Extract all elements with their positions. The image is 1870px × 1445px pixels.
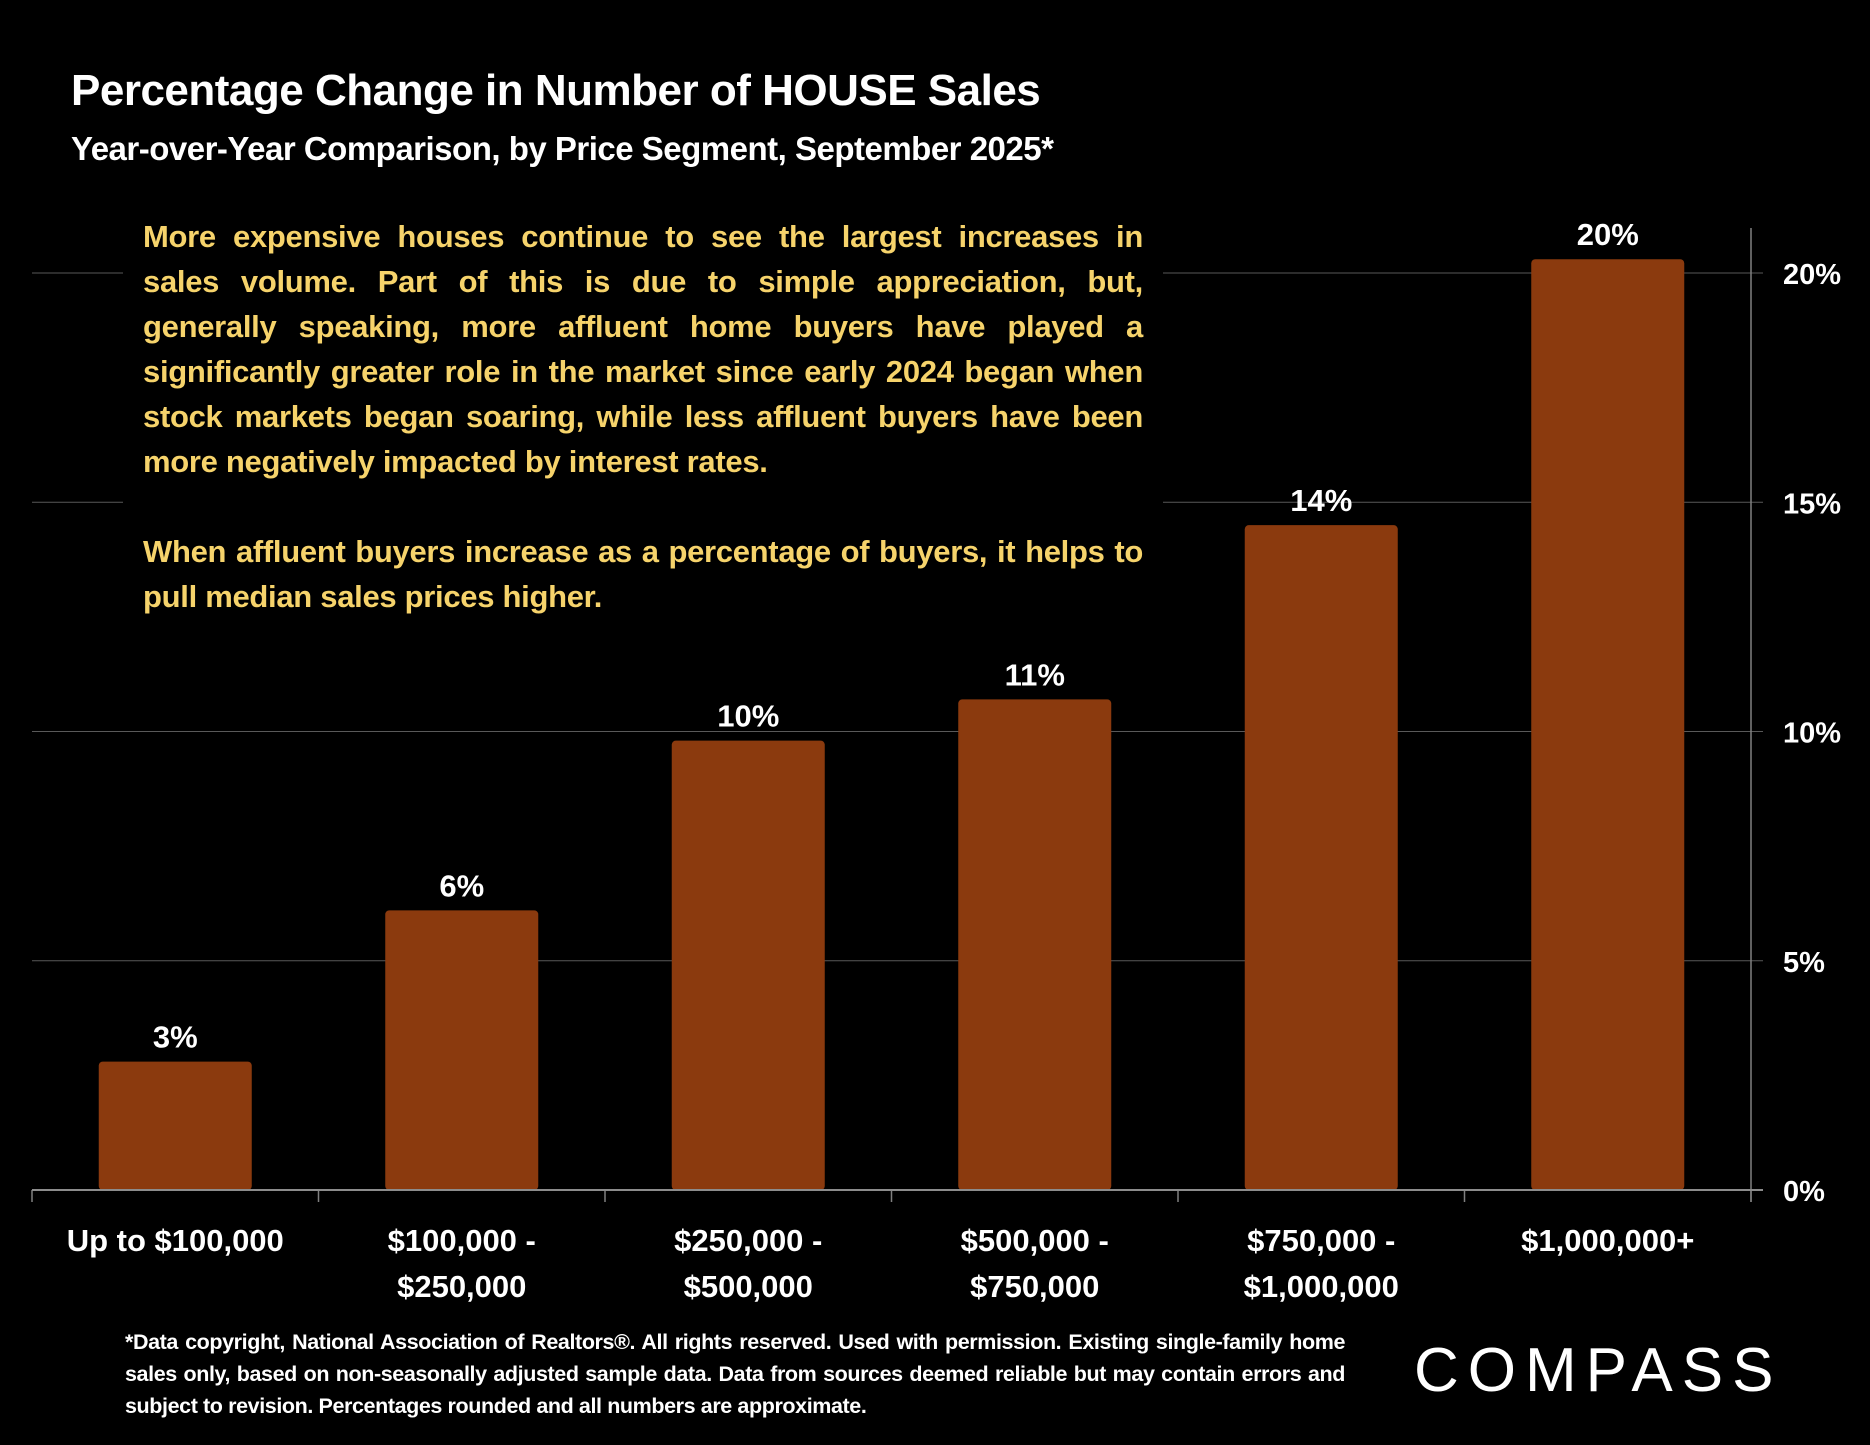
data-label: 3%	[153, 1020, 198, 1055]
y-tick-label: 0%	[1783, 1176, 1825, 1208]
bar	[385, 910, 539, 1190]
x-category-label: $250,000	[397, 1269, 526, 1304]
annotation-box: More expensive houses continue to see th…	[123, 214, 1163, 619]
y-tick-label: 10%	[1783, 718, 1841, 750]
y-tick-label: 20%	[1783, 259, 1841, 291]
logo-text: COMPASS	[1414, 1336, 1783, 1405]
bar	[958, 699, 1112, 1190]
x-category-label: $750,000	[970, 1269, 1099, 1304]
data-label: 14%	[1290, 483, 1352, 518]
annotation-paragraph: More expensive houses continue to see th…	[143, 219, 1143, 479]
x-category-label: $500,000 -	[961, 1223, 1109, 1258]
data-label: 11%	[1005, 657, 1065, 692]
bar	[98, 1061, 252, 1190]
chart-title: Percentage Change in Number of HOUSE Sal…	[71, 66, 1041, 115]
bar	[671, 740, 825, 1190]
footnote: *Data copyright, National Association of…	[125, 1330, 1345, 1418]
x-category-label: $750,000 -	[1247, 1223, 1395, 1258]
data-label: 20%	[1577, 217, 1639, 252]
data-label: 10%	[717, 699, 779, 734]
x-category-label: Up to $100,000	[67, 1223, 284, 1258]
y-tick-label: 15%	[1783, 488, 1841, 520]
compass-logo: COMPASS	[1414, 1335, 1782, 1406]
x-category-label: $1,000,000	[1244, 1269, 1399, 1304]
x-category-label: $100,000 -	[388, 1223, 536, 1258]
x-category-label: $500,000	[684, 1269, 813, 1304]
x-category-label: $1,000,000+	[1521, 1223, 1694, 1258]
data-label: 6%	[439, 868, 484, 903]
y-tick-label: 5%	[1783, 947, 1825, 979]
bar	[1244, 525, 1398, 1190]
chart-subtitle: Year-over-Year Comparison, by Price Segm…	[71, 130, 1054, 167]
x-category-label: $250,000 -	[674, 1223, 822, 1258]
bar	[1531, 259, 1685, 1190]
annotation-paragraph: When affluent buyers increase as a perce…	[143, 534, 1143, 614]
